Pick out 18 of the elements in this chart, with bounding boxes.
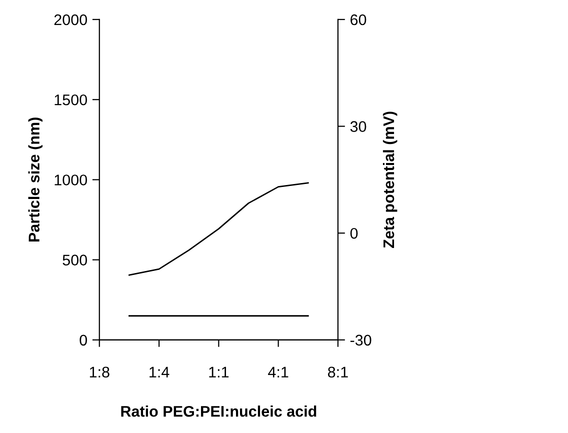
line-series bbox=[128, 182, 309, 276]
y2-tick-label: -30 bbox=[350, 334, 372, 346]
y2-tick-label: 30 bbox=[350, 121, 366, 132]
x-tick-label: 1:8 bbox=[90, 366, 110, 378]
x-tick-label: 1:1 bbox=[209, 366, 229, 378]
y-tick-label: 0 bbox=[80, 334, 87, 346]
x-tick-label: 1:4 bbox=[150, 366, 170, 378]
x-tick-label: 4:1 bbox=[268, 366, 288, 378]
y-tick-label: 1500 bbox=[54, 94, 87, 106]
y2-tick-label: 60 bbox=[350, 14, 366, 26]
x-tick-label: 8:1 bbox=[328, 366, 348, 378]
y-axis-title: Particle size (nm) bbox=[28, 118, 42, 242]
y-tick-label: 2000 bbox=[54, 14, 87, 26]
y-tick-label: 500 bbox=[62, 254, 87, 266]
y-tick-label: 1000 bbox=[54, 174, 87, 186]
y2-tick-label: 0 bbox=[350, 228, 358, 239]
y2-axis-title: Zeta potential (mV) bbox=[382, 112, 398, 248]
x-axis-title: Ratio PEG:PEI:nucleic acid bbox=[121, 406, 316, 417]
